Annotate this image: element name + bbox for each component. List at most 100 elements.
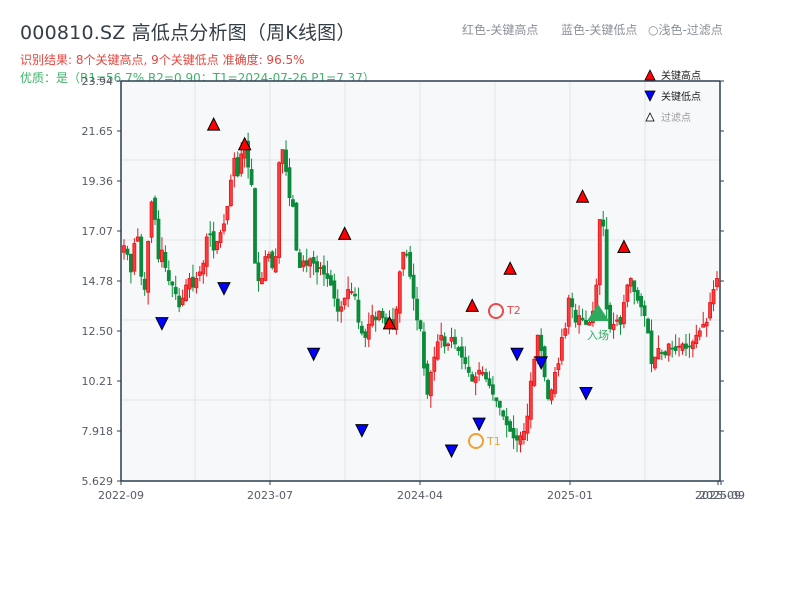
legend-item-filtered: 过滤点 (644, 106, 724, 127)
candle-body (211, 231, 216, 251)
candle-body (308, 258, 313, 267)
key-low-marker (510, 347, 524, 362)
x-tick-label: 2023-07 (247, 489, 293, 502)
key-high-marker (465, 298, 480, 312)
candle-body (608, 304, 613, 330)
candle-body (270, 251, 275, 268)
candle-body (559, 337, 564, 361)
candle-body (160, 249, 164, 263)
candle-body (139, 236, 144, 277)
entry-label: 入场 (587, 328, 609, 342)
x-tick-label: 2022-09 (98, 489, 144, 502)
t1-circle (468, 433, 484, 449)
candle-body (122, 245, 126, 253)
candle-body (670, 347, 675, 350)
candle-body (146, 240, 151, 293)
x-tick-label: 2024-04 (397, 489, 443, 502)
candle-body (380, 310, 385, 319)
candle-body (573, 309, 578, 323)
candle-body (428, 372, 433, 397)
candle-body (377, 310, 382, 320)
candle-body (311, 257, 316, 264)
candle-body (553, 372, 557, 394)
candle-body (446, 343, 450, 347)
legend-red-high: 红色-关键高点 (462, 23, 539, 37)
candle-body (487, 378, 492, 386)
candle-body (166, 270, 171, 282)
candle-body (315, 261, 319, 273)
y-tick-label: 10.21 (82, 375, 114, 388)
candle-body (325, 273, 330, 279)
legend-blue-low: 蓝色-关键低点 (561, 23, 638, 37)
candle-body (339, 306, 344, 312)
candle-body (522, 430, 526, 440)
key-high-marker (382, 315, 397, 330)
candle-body (704, 321, 709, 327)
candle-body (253, 188, 257, 264)
candle-body (194, 278, 199, 289)
candle-body (601, 219, 606, 227)
candle-body (711, 288, 716, 305)
key-low-marker (306, 347, 321, 362)
candle-body (284, 149, 288, 172)
candle-body (246, 140, 251, 168)
candle-body (694, 334, 699, 345)
candle-body (508, 421, 513, 432)
candle-body (639, 296, 644, 308)
candle-body (418, 320, 423, 330)
candle-body (397, 271, 402, 314)
candle-body (456, 347, 461, 351)
candle-body (349, 291, 354, 293)
candle-body (466, 366, 471, 373)
candle-body (649, 330, 654, 365)
candle-body (280, 149, 285, 164)
candle-body (622, 302, 626, 325)
candle-body (659, 352, 664, 354)
candle-body (404, 253, 409, 256)
candle-body (577, 315, 581, 325)
candle-body (663, 351, 668, 356)
candle-body (359, 325, 364, 334)
y-tick-label: 14.78 (82, 275, 114, 288)
candle-body (515, 435, 519, 441)
candle-body (566, 297, 571, 327)
triangle-up-icon (644, 68, 656, 80)
candle-body (232, 157, 237, 177)
candle-body (373, 316, 378, 321)
y-tick-label: 19.36 (82, 175, 114, 188)
candle-body (615, 319, 619, 322)
candles (122, 132, 719, 453)
y-tick-label: 17.07 (82, 225, 114, 238)
candle-body (677, 345, 681, 348)
candle-body (256, 262, 261, 282)
y-tick-label: 12.50 (82, 325, 114, 338)
legend-item-high: 关键高点 (644, 64, 724, 85)
candle-body (690, 341, 695, 349)
t2-label: T2 (506, 304, 521, 317)
candle-body (235, 157, 240, 177)
candle-body (673, 346, 678, 351)
candle-body (204, 236, 209, 267)
candle-body (687, 345, 692, 348)
candle-body (225, 205, 230, 221)
candle-body (697, 330, 702, 337)
candle-body (439, 334, 444, 341)
candle-body (135, 236, 140, 242)
candle-body (304, 260, 309, 266)
candle-body (363, 331, 368, 338)
candle-body (715, 278, 719, 288)
candle-body (249, 169, 254, 185)
key-high-marker (237, 136, 252, 151)
triangle-outline-icon (645, 111, 655, 121)
candle-body (580, 317, 585, 321)
candle-body (584, 319, 588, 325)
candle-body (432, 356, 437, 372)
candle-body (287, 167, 292, 199)
candle-body (128, 253, 133, 273)
candle-body (480, 372, 485, 375)
candle-body (632, 280, 637, 292)
candle-body (411, 274, 416, 299)
candle-body (197, 271, 202, 276)
candle-body (442, 336, 447, 347)
